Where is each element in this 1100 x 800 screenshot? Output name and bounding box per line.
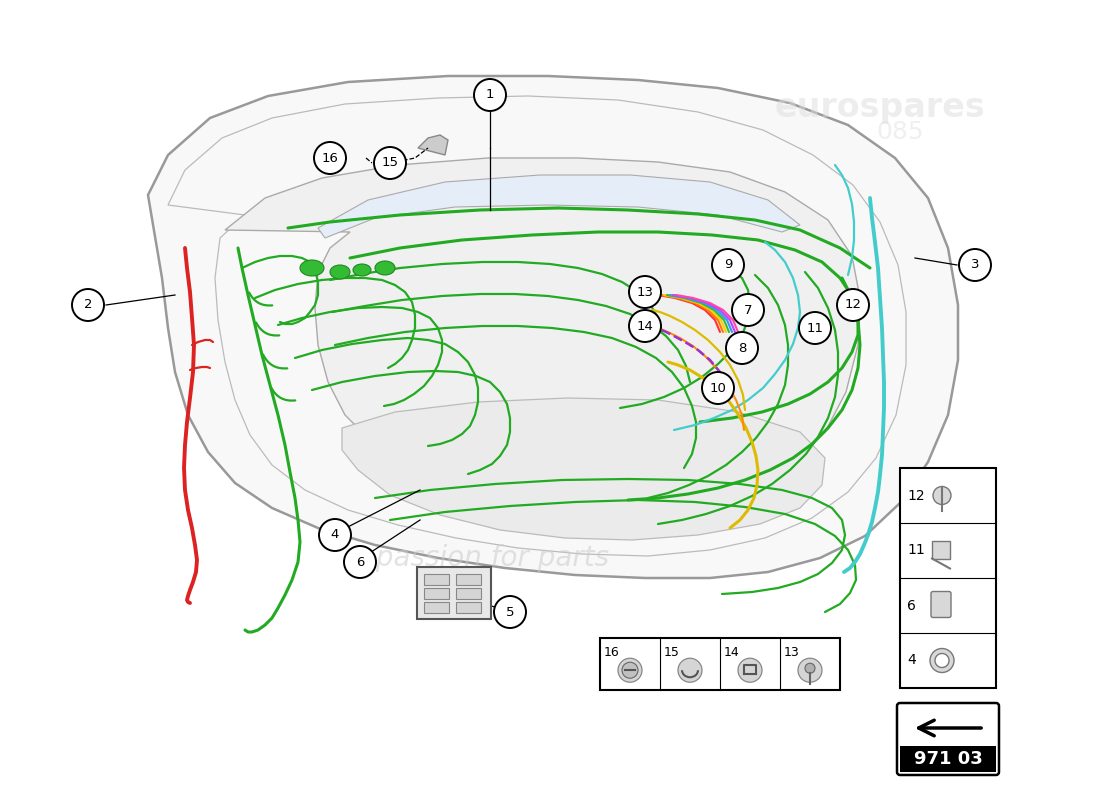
Text: 4: 4 [331,529,339,542]
Text: 7: 7 [744,303,752,317]
Circle shape [837,289,869,321]
Bar [424,574,449,585]
Circle shape [621,662,638,678]
Text: 085: 085 [877,120,924,144]
Text: 4: 4 [908,654,915,667]
Polygon shape [318,175,800,238]
Text: 13: 13 [637,286,653,298]
Bar [456,602,481,613]
Circle shape [933,486,952,505]
Bar [900,746,996,772]
Circle shape [702,372,734,404]
Polygon shape [226,158,860,505]
Circle shape [344,546,376,578]
Text: 10: 10 [710,382,726,394]
Polygon shape [342,398,825,540]
Wedge shape [930,649,954,673]
Bar [424,602,449,613]
Text: 11: 11 [908,543,925,558]
Circle shape [799,312,830,344]
Ellipse shape [300,260,324,276]
Polygon shape [148,76,958,578]
FancyBboxPatch shape [896,703,999,775]
Circle shape [798,658,822,682]
FancyBboxPatch shape [417,567,491,619]
Circle shape [738,658,762,682]
Text: eurospares: eurospares [774,91,986,125]
Text: 2: 2 [84,298,92,311]
Polygon shape [418,135,448,155]
Ellipse shape [330,265,350,279]
Text: 15: 15 [382,157,398,170]
Text: 8: 8 [738,342,746,354]
Circle shape [726,332,758,364]
Circle shape [72,289,104,321]
Text: 15: 15 [664,646,680,659]
FancyBboxPatch shape [931,591,952,618]
Bar [424,588,449,599]
Text: 11: 11 [806,322,824,334]
Circle shape [629,310,661,342]
Text: 6: 6 [355,555,364,569]
Circle shape [618,658,642,682]
Ellipse shape [375,261,395,275]
Text: 16: 16 [604,646,619,659]
Text: 14: 14 [637,319,653,333]
Circle shape [732,294,764,326]
Text: 971 03: 971 03 [914,750,982,768]
Circle shape [494,596,526,628]
Circle shape [374,147,406,179]
Circle shape [319,519,351,551]
Bar [456,574,481,585]
Circle shape [629,276,661,308]
Text: 13: 13 [784,646,800,659]
Text: 12: 12 [908,489,925,502]
Bar [600,638,840,690]
Bar [900,468,996,688]
Ellipse shape [353,264,371,276]
Text: 6: 6 [908,598,916,613]
Circle shape [314,142,346,174]
Circle shape [805,663,815,674]
Text: 12: 12 [845,298,861,311]
Text: a passion for parts: a passion for parts [351,544,609,572]
Text: 16: 16 [321,151,339,165]
Bar [932,541,950,558]
Text: 14: 14 [724,646,739,659]
Text: 5: 5 [506,606,515,618]
FancyArrowPatch shape [918,720,981,736]
Text: 1: 1 [486,89,494,102]
Bar [456,588,481,599]
Circle shape [712,249,744,281]
Circle shape [474,79,506,111]
Text: 3: 3 [970,258,979,271]
Text: 9: 9 [724,258,733,271]
Circle shape [678,658,702,682]
Circle shape [959,249,991,281]
